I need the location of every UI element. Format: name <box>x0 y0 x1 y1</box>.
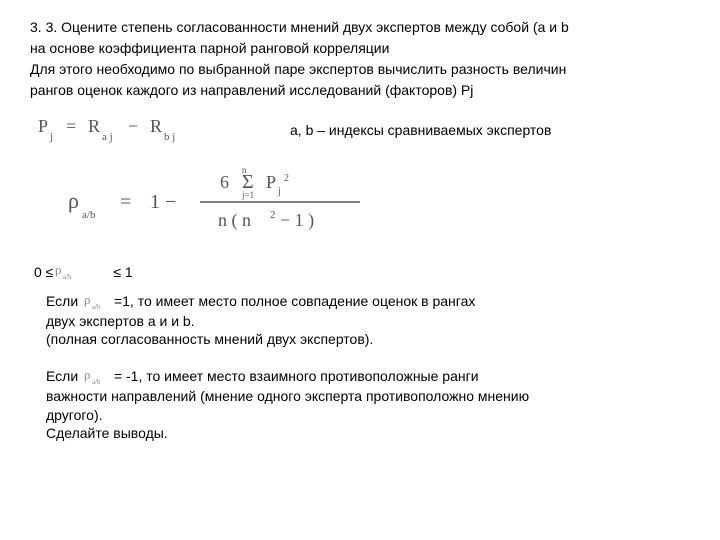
range-right: ≤ 1 <box>113 263 132 282</box>
rho-symbol-case2: ρ a/b <box>82 367 110 385</box>
svg-text:ρ: ρ <box>68 188 79 213</box>
paragraph-line-3: Для этого необходимо по выбранной паре э… <box>30 60 700 79</box>
ab-index-caption: a, b – индексы сравниваемых экспертов <box>290 121 551 140</box>
svg-text:6: 6 <box>220 172 229 192</box>
svg-text:P: P <box>38 116 48 136</box>
if1-line3: (полная согласованность мнений двух эксп… <box>46 331 373 347</box>
paragraph-line-1: 3. 3. Оцените степень согласованности мн… <box>30 18 700 37</box>
paragraph-line-4: рангов оценок каждого из направлений исс… <box>30 81 700 100</box>
range-left: 0 ≤ <box>34 263 53 282</box>
svg-text:b j: b j <box>164 131 175 143</box>
svg-text:a/b: a/b <box>82 209 96 221</box>
svg-text:ρ: ρ <box>84 292 91 307</box>
svg-text:a/b: a/b <box>63 273 72 280</box>
svg-text:R: R <box>88 116 100 136</box>
svg-text:2: 2 <box>284 173 289 184</box>
svg-text:j=1: j=1 <box>241 190 254 200</box>
svg-text:n ( n: n ( n <box>218 210 251 231</box>
if1-line1: =1, то имеет место полное совпадение оце… <box>114 293 475 309</box>
svg-text:=: = <box>120 191 131 213</box>
range-inequality: 0 ≤ ρ a/b ≤ 1 <box>34 263 700 282</box>
if2-prefix: Если <box>46 368 82 384</box>
if1-line2: двух экспертов a и и b. <box>46 313 195 329</box>
svg-text:ρ: ρ <box>84 367 91 382</box>
svg-text:P: P <box>266 172 276 192</box>
svg-text:−: − <box>128 116 138 136</box>
if1-prefix: Если <box>46 293 82 309</box>
document-body: 3. 3. Оцените степень согласованности мн… <box>0 0 720 443</box>
if2-line1: = -1, то имеет место взаимного противопо… <box>114 368 479 384</box>
case-equals-minus1: Если ρ a/b = -1, то имеет место взаимног… <box>46 367 670 443</box>
svg-text:R: R <box>150 116 162 136</box>
svg-text:ρ: ρ <box>55 262 62 277</box>
svg-text:=: = <box>66 116 76 136</box>
if2-line2: важности направлений (мнение одного эксп… <box>46 388 529 404</box>
svg-text:2: 2 <box>270 209 276 221</box>
svg-text:1 −: 1 − <box>150 191 176 213</box>
formula-rho: ρ a/b = 1 − 6 Σ j=1 n P j 2 n ( n 2 − 1 … <box>60 162 700 245</box>
svg-text:j: j <box>49 131 53 143</box>
svg-text:− 1 ): − 1 ) <box>280 210 314 231</box>
rho-symbol-case1: ρ a/b <box>82 292 110 310</box>
rho-symbol-range: ρ a/b <box>53 262 113 280</box>
svg-text:n: n <box>242 165 247 175</box>
svg-text:a/b: a/b <box>92 303 101 310</box>
svg-text:a j: a j <box>102 131 113 143</box>
if2-line3: другого). <box>46 407 103 423</box>
paragraph-line-2: на основе коэффициента парной ранговой к… <box>30 39 700 58</box>
conclusion: Сделайте выводы. <box>46 425 168 441</box>
formula-pj: P j = R a j − R b j <box>30 106 230 155</box>
svg-text:a/b: a/b <box>92 378 101 385</box>
case-equals-1: Если ρ a/b =1, то имеет место полное сов… <box>46 292 670 349</box>
formula-1-row: P j = R a j − R b j a, b – индексы сравн… <box>30 106 700 155</box>
svg-text:j: j <box>277 186 281 197</box>
